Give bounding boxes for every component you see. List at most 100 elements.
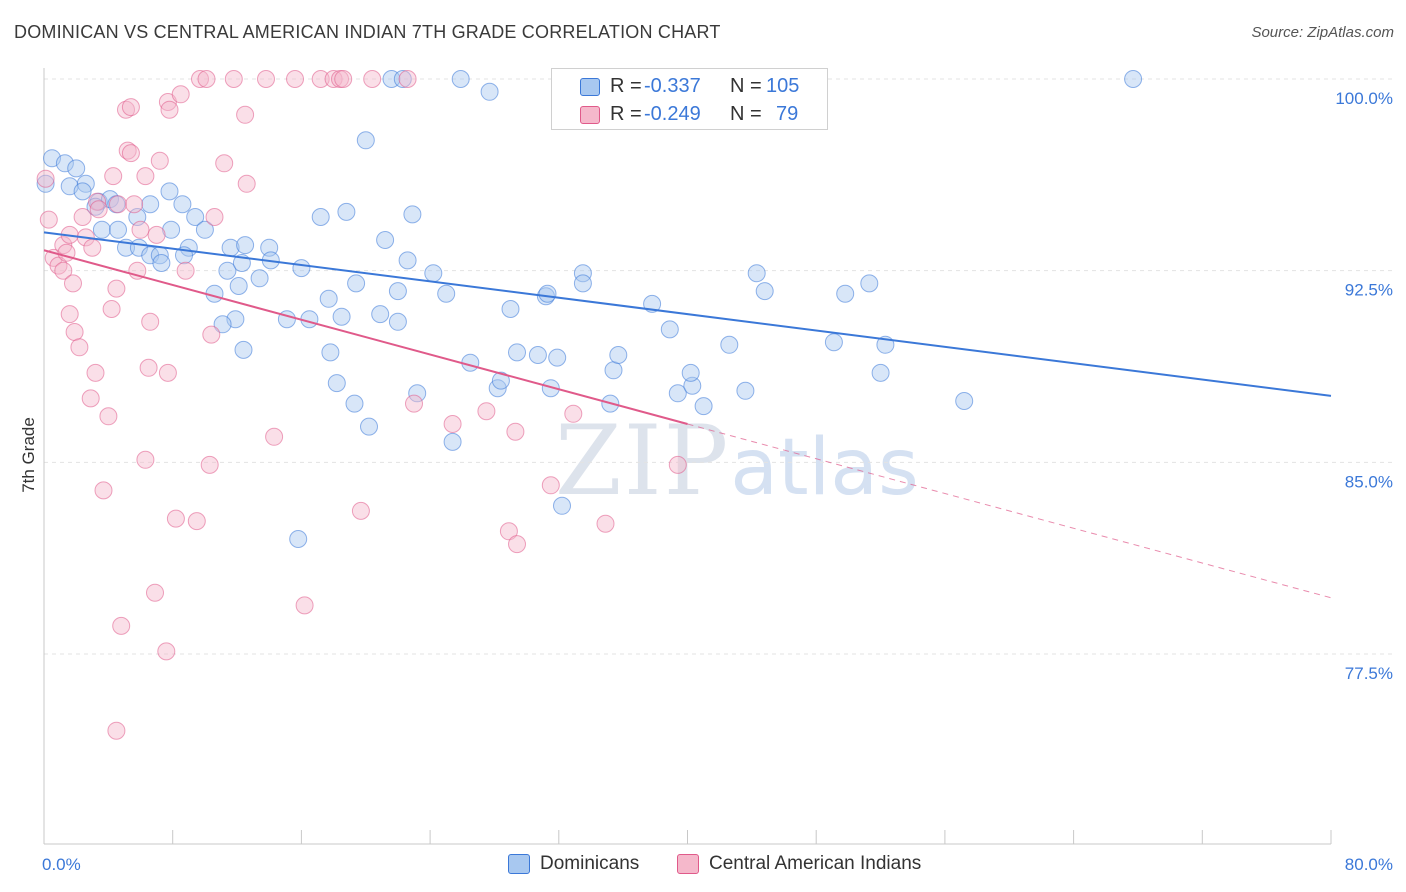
central-american-indians-trend-line: [43, 249, 688, 425]
n-value: 105: [766, 75, 800, 97]
dominicans-point: [408, 384, 427, 403]
central-american-indians-point: [54, 261, 73, 280]
dominicans-point: [491, 371, 510, 390]
watermark-zip: ZIP: [555, 405, 731, 517]
central-american-indians-point: [158, 363, 177, 382]
dominicans-point: [141, 195, 160, 214]
dominicans-point: [36, 174, 55, 193]
y-tick-label: 92.5%: [1345, 281, 1393, 300]
central-american-indians-point: [49, 256, 68, 275]
central-american-indians-point: [334, 70, 353, 88]
dominicans-point: [573, 274, 592, 293]
central-american-indians-point: [191, 70, 209, 88]
dominicans-point: [109, 220, 127, 239]
y-tick-label: 100.0%: [1335, 89, 1393, 108]
dominicans-point: [347, 274, 366, 293]
central-american-indians-point: [236, 105, 255, 124]
dominicans-point: [681, 363, 700, 382]
central-american-indians-point: [160, 100, 179, 119]
dominicans-point: [604, 361, 623, 380]
central-american-indians-point: [324, 70, 343, 88]
central-american-indians-point: [508, 535, 526, 554]
central-american-indians-point: [257, 70, 275, 88]
central-american-indians-point: [141, 312, 160, 331]
central-american-indians-point: [60, 305, 79, 324]
dominicans-point: [300, 310, 319, 329]
central-american-indians-point: [39, 210, 58, 229]
central-american-indians-point: [295, 596, 314, 615]
r-value: -0.337: [644, 75, 701, 97]
central-american-indians-point: [499, 522, 518, 541]
watermark-atlas: atlas: [730, 423, 919, 513]
central-american-indians-point: [36, 169, 55, 188]
central-american-indians-point: [139, 358, 158, 377]
dominicans-swatch: [580, 78, 600, 96]
dominicans-point: [424, 264, 443, 283]
dominicans-point: [508, 343, 526, 362]
central-american-indians-point: [215, 154, 234, 173]
tick-labels: 100.0% 92.5% 85.0% 77.5% 0.0% 80.0%: [42, 89, 1393, 874]
legend-label-central-american-indians: Central American Indians: [709, 853, 922, 874]
dominicans-point: [694, 397, 713, 416]
central-american-indians-point: [363, 70, 382, 88]
central-american-indians-point: [596, 514, 615, 533]
dominicans-point: [660, 320, 679, 339]
dominicans-point: [195, 220, 214, 239]
central-american-indians-point: [136, 167, 155, 186]
dominicans-point: [160, 182, 179, 201]
central-american-indians-point: [131, 220, 150, 239]
central-american-indians-point: [477, 402, 496, 421]
dominicans-point: [388, 282, 407, 301]
dominicans-point: [321, 343, 340, 362]
central-american-indians-point: [668, 455, 687, 474]
central-american-indians-point: [94, 481, 113, 500]
y-tick-label: 85.0%: [1345, 472, 1393, 491]
n-label: N =: [730, 75, 762, 97]
legend-label-dominicans: Dominicans: [540, 853, 640, 874]
central-american-indians-point: [88, 192, 107, 211]
stats-row-central-american-indians: R = -0.249 N = 79: [552, 99, 827, 129]
dominicans-point: [289, 530, 308, 548]
dominicans-point: [668, 384, 687, 403]
x-tick-label: 80.0%: [1345, 855, 1393, 874]
central-american-indians-point: [117, 100, 135, 119]
dominicans-point: [234, 340, 253, 359]
central-american-indians-point: [157, 642, 176, 661]
gridlines: [44, 78, 1395, 655]
dominicans-point: [501, 300, 520, 318]
dominicans-point: [443, 432, 462, 451]
dominicans-point: [548, 348, 567, 367]
dominicans-point: [371, 305, 390, 324]
central-american-indians-point: [351, 501, 370, 520]
x-tick-label: 0.0%: [42, 855, 81, 874]
dominicans-point: [152, 254, 171, 272]
dominicans-point: [186, 208, 205, 226]
central-american-indians-point: [541, 476, 560, 495]
dominicans-point: [541, 379, 560, 398]
dominicans-point: [747, 264, 766, 283]
dominicans-point: [461, 353, 480, 372]
dominicans-point: [376, 231, 395, 249]
dominicans-point: [218, 261, 237, 280]
dominicans-point: [824, 333, 843, 352]
central-american-indians-point: [171, 85, 190, 104]
data-points: [36, 70, 1143, 740]
dominicans-point: [1124, 70, 1143, 88]
dominicans-point: [388, 312, 407, 331]
central-american-indians-point: [166, 509, 185, 528]
central-american-indians-point: [70, 338, 89, 357]
dominicans-trend-line: [43, 231, 1332, 397]
y-tick-label: 77.5%: [1345, 664, 1393, 683]
dominicans-point: [528, 346, 547, 364]
dominicans-point: [250, 269, 269, 288]
dominicans-point: [403, 205, 422, 224]
dominicans-point: [73, 182, 92, 201]
central-american-indians-point: [147, 225, 166, 244]
central-american-indians-point: [224, 70, 243, 88]
dominicans-point: [92, 220, 111, 239]
central-american-indians-point: [200, 455, 219, 474]
central-american-indians-point: [237, 174, 256, 193]
chart-legend: Dominicans Central American Indians: [0, 850, 1406, 878]
correlation-stats-box: R = -0.337 N = 105 R = -0.249 N = 79: [551, 68, 828, 130]
n-label: N =: [730, 103, 762, 125]
